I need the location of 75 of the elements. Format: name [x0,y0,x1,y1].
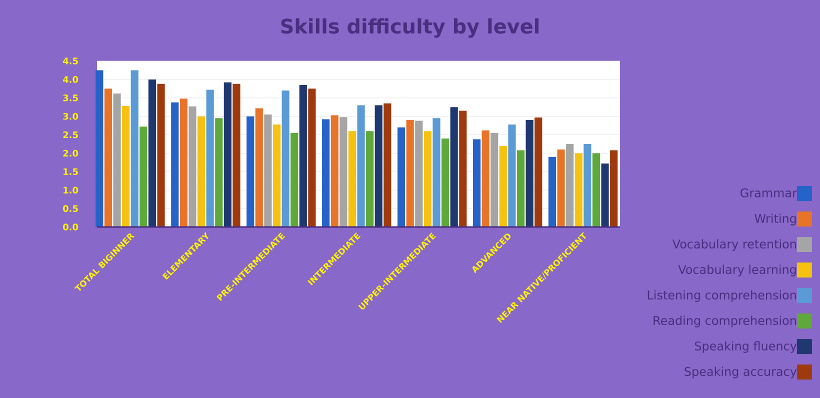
bar [122,106,130,227]
bar [206,90,214,227]
bar [357,105,365,227]
bar [374,105,382,227]
bar [508,124,516,227]
bar [584,144,592,227]
bar [171,102,179,227]
y-tick-label: 0.0 [63,224,78,230]
bar [330,115,338,227]
bar [188,106,196,227]
y-tick-label: 3.0 [63,112,78,120]
legend-label: Writing [754,214,796,226]
bar [516,150,525,227]
bar [197,116,206,227]
legend-label: Vocabulary retention [672,239,796,251]
bar [157,84,165,227]
bar [282,90,290,227]
y-tick-label: 3.5 [63,94,78,102]
legend-label: Speaking fluency [694,341,797,353]
bar [472,139,481,227]
legend-label: Vocabulary learning [678,264,796,276]
bar [397,127,406,227]
bar [130,70,138,227]
bar [215,118,223,227]
bar [148,79,156,227]
bar [601,164,609,227]
legend-label: Speaking accuracy [684,366,797,378]
bar [384,103,392,227]
bar [340,117,348,227]
bar [406,120,414,227]
legend-label: Listening comprehension [648,290,796,302]
bar [96,70,104,227]
y-tick-label: 4.0 [63,76,78,83]
bar [432,118,440,227]
bar [255,108,263,227]
y-tick-label: 2.0 [63,150,78,157]
bar [180,98,188,227]
bar [140,126,148,227]
bar [104,88,112,227]
bar [272,124,281,227]
bar [441,138,450,227]
chart-title: Skills difficulty by level [281,18,539,38]
bar [246,116,254,227]
bar [490,132,498,227]
bar [366,131,374,227]
y-tick-label: 1.0 [64,186,78,194]
bar [415,120,423,227]
bar [299,84,307,227]
y-tick-label: 0.5 [63,205,78,212]
legend-label: Reading comprehension [654,316,796,328]
bar [308,88,316,227]
y-tick-label: 2.5 [63,131,78,138]
y-tick-label: 4.5 [63,58,78,64]
bar [592,153,600,227]
bar [232,84,240,227]
bar [113,93,121,227]
bar [459,110,467,227]
bar [499,146,507,227]
bar [424,131,432,227]
bar [450,107,458,227]
bar [322,119,330,227]
bar [224,82,232,227]
bar [548,156,556,227]
bar [290,132,298,227]
bar [348,131,356,227]
bar [557,150,565,227]
legend-label: Grammar [740,188,797,198]
bar [264,114,272,227]
bar [574,153,582,227]
y-tick-label: 1.5 [64,168,78,175]
bar [482,130,490,227]
bar [566,144,574,227]
bar [610,150,618,227]
bar [534,117,542,227]
bar [526,120,534,227]
